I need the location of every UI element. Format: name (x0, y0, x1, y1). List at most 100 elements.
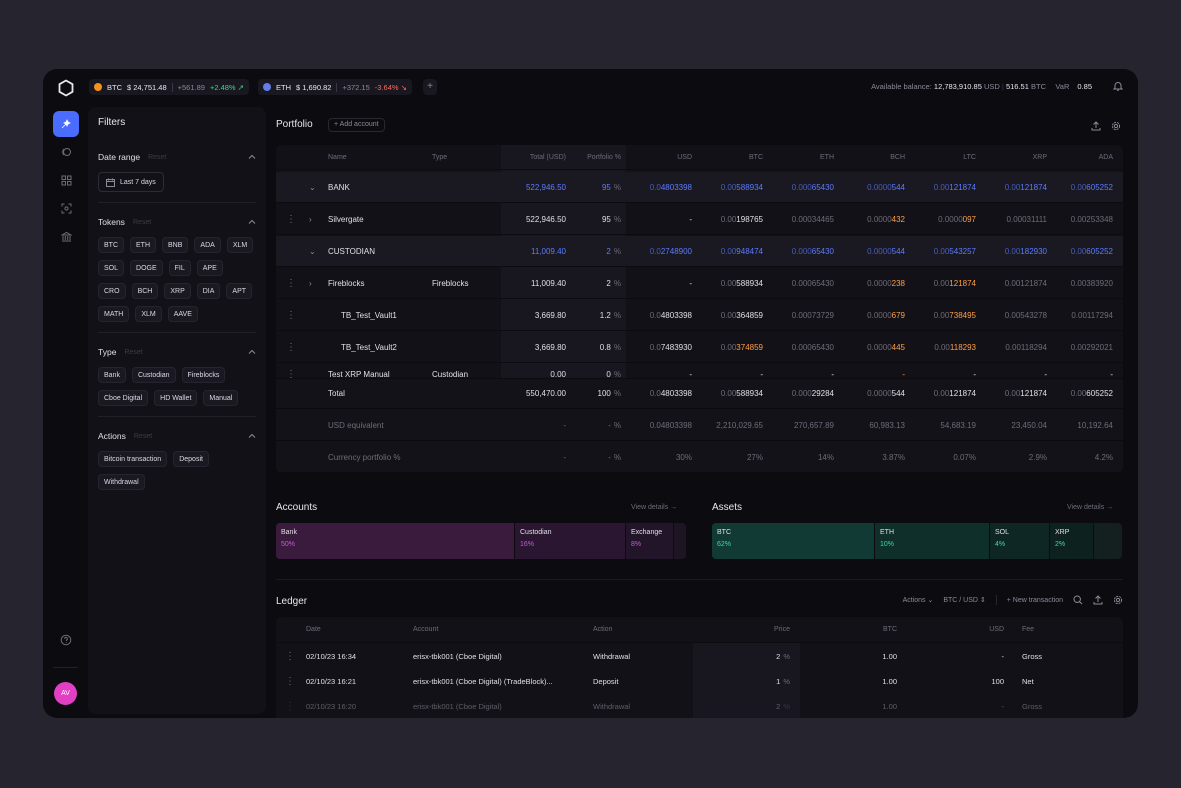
column-header[interactable]: ETH (820, 153, 834, 161)
account-row[interactable]: ⋮ TB_Test_Vault2 3,669.80 0.8% 0.0 7483930 0.0… (276, 332, 1123, 363)
assets-segment[interactable]: SOL 4% (990, 523, 1050, 559)
column-header[interactable]: USD (989, 626, 1004, 633)
ticker-eth[interactable]: ETH $ 1,690.82 +372.15 -3.64% ↘ (258, 79, 412, 95)
help-button[interactable] (53, 627, 79, 653)
column-header[interactable]: Price (774, 626, 790, 633)
type-chip[interactable]: Cboe Digital (98, 390, 149, 406)
accounts-segment[interactable]: Exchange 8% (626, 523, 674, 559)
ledger-row[interactable]: ⋮ 02/10/23 16:34 erisx-tbk001 (Cboe Digita… (276, 643, 1123, 669)
bell-icon[interactable] (1112, 80, 1124, 92)
token-chip[interactable]: BNB (162, 237, 189, 253)
nav-dashboard-button[interactable] (53, 167, 79, 193)
row-menu-icon[interactable]: ⋮ (286, 213, 296, 225)
column-header[interactable]: Date (306, 626, 321, 633)
action-chip[interactable]: Withdrawal (98, 474, 145, 490)
actions-reset[interactable]: Reset (133, 432, 153, 440)
ticker-btc[interactable]: BTC $ 24,751.48 +561.89 +2.48% ↗ (89, 79, 249, 95)
column-header[interactable]: BTC (883, 626, 897, 633)
token-chip[interactable]: SOL (98, 260, 125, 276)
type-reset[interactable]: Reset (124, 348, 143, 356)
token-chip[interactable]: MATH (98, 306, 130, 322)
row-menu-icon[interactable]: ⋮ (286, 309, 296, 321)
column-header[interactable]: Total (USD) (529, 153, 566, 161)
column-header[interactable]: ADA (1098, 153, 1113, 161)
date-range-picker[interactable]: Last 7 days (98, 172, 164, 192)
chevron-up-icon[interactable] (248, 348, 256, 356)
app-logo-icon[interactable] (57, 79, 75, 97)
assets-segment[interactable]: ETH 10% (875, 523, 990, 559)
export-icon[interactable] (1091, 121, 1101, 131)
token-chip[interactable]: APT (226, 283, 253, 299)
chevron-right-icon[interactable]: › (309, 278, 312, 288)
gear-icon[interactable] (1113, 595, 1123, 605)
tokens-reset[interactable]: Reset (132, 218, 152, 226)
assets-segment[interactable]: XRP 2% (1050, 523, 1094, 559)
nav-scan-button[interactable] (53, 195, 79, 221)
chevron-up-icon[interactable] (248, 153, 256, 161)
token-chip[interactable]: XLM (226, 237, 254, 253)
accounts-segment[interactable]: Custodian 16% (515, 523, 626, 559)
row-menu-icon[interactable]: ⋮ (285, 650, 295, 662)
column-header[interactable]: BTC (749, 153, 763, 161)
avatar[interactable]: AV (54, 682, 77, 705)
token-chip[interactable]: BCH (131, 283, 159, 299)
token-chip[interactable]: BTC (98, 237, 124, 253)
account-group-row[interactable]: ⌄ BANK 522,946.50 95% 0.0 4803398 0.00 588934 0.… (276, 172, 1123, 203)
chevron-down-icon[interactable]: ⌄ (309, 182, 316, 192)
account-row[interactable]: ⋮ TB_Test_Vault1 3,669.80 1.2% 0.0 4803398 0.0… (276, 300, 1123, 331)
token-chip[interactable]: ETH (130, 237, 156, 253)
token-chip[interactable]: CRO (98, 283, 126, 299)
ledger-actions-dropdown[interactable]: Actions ⌄ (902, 597, 934, 604)
account-group-row[interactable]: ⌄ CUSTODIAN 11,009.40 2% 0.0 2748900 0.00 94847… (276, 236, 1123, 267)
currency-pair-selector[interactable]: BTC / USD ⇕ (943, 597, 986, 604)
export-icon[interactable] (1093, 595, 1103, 605)
accounts-view-details-link[interactable]: View details → (631, 504, 678, 511)
token-chip[interactable]: ADA (194, 237, 221, 253)
type-chip[interactable]: HD Wallet (154, 390, 198, 406)
action-chip[interactable]: Deposit (173, 451, 209, 467)
token-chip[interactable]: DIA (196, 283, 221, 299)
token-chip[interactable]: XLM (135, 306, 162, 322)
add-ticker-button[interactable]: + (423, 79, 437, 95)
add-account-button[interactable]: + Add account (328, 118, 385, 132)
column-header[interactable]: Portfolio % (587, 153, 621, 161)
type-chip[interactable]: Fireblocks (181, 367, 226, 383)
new-transaction-button[interactable]: + New transaction (1006, 596, 1063, 604)
nav-transfers-button[interactable] (53, 139, 79, 165)
token-chip[interactable]: APE (196, 260, 223, 276)
gear-icon[interactable] (1111, 121, 1121, 131)
token-chip[interactable]: FIL (168, 260, 191, 276)
action-chip[interactable]: Bitcoin transaction (98, 451, 168, 467)
ledger-row[interactable]: ⋮ 02/10/23 16:20 erisx-tbk001 (Cboe Digita… (276, 693, 1123, 718)
chevron-up-icon[interactable] (248, 218, 256, 226)
token-chip[interactable]: AAVE (167, 306, 198, 322)
row-menu-icon[interactable]: ⋮ (286, 341, 296, 353)
assets-view-details-link[interactable]: View details → (1067, 504, 1114, 511)
column-header[interactable]: LTC (963, 153, 976, 161)
nav-portfolio-button[interactable] (53, 111, 79, 137)
assets-segment[interactable]: BTC 62% (712, 523, 875, 559)
column-header[interactable]: Type (432, 153, 448, 161)
type-chip[interactable]: Bank (98, 367, 126, 383)
date-range-reset[interactable]: Reset (148, 153, 167, 161)
row-menu-icon[interactable]: ⋮ (286, 369, 296, 380)
column-header[interactable]: USD (677, 153, 692, 161)
chevron-right-icon[interactable]: › (309, 214, 312, 224)
account-row[interactable]: ⋮ › Silvergate 522,946.50 95% -0.00 198765 0.00… (276, 204, 1123, 235)
chevron-down-icon[interactable]: ⌄ (309, 246, 316, 256)
search-icon[interactable] (1073, 595, 1083, 605)
column-header[interactable]: XRP (1032, 153, 1047, 161)
token-chip[interactable]: XRP (164, 283, 191, 299)
column-header[interactable]: Fee (1022, 626, 1035, 633)
chevron-up-icon[interactable] (248, 432, 256, 440)
type-chip[interactable]: Manual (203, 390, 239, 406)
account-row[interactable]: ⋮ › Fireblocks Fireblocks 11,009.40 2% -0.00 58… (276, 268, 1123, 299)
column-header[interactable]: Name (328, 153, 347, 161)
row-menu-icon[interactable]: ⋮ (285, 700, 295, 712)
column-header[interactable]: Account (413, 626, 439, 633)
ledger-row[interactable]: ⋮ 02/10/23 16:21 erisx-tbk001 (Cboe Digita… (276, 668, 1123, 694)
accounts-segment[interactable]: Bank 50% (276, 523, 515, 559)
row-menu-icon[interactable]: ⋮ (285, 675, 295, 687)
token-chip[interactable]: DOGE (130, 260, 163, 276)
nav-bank-button[interactable] (53, 223, 79, 249)
